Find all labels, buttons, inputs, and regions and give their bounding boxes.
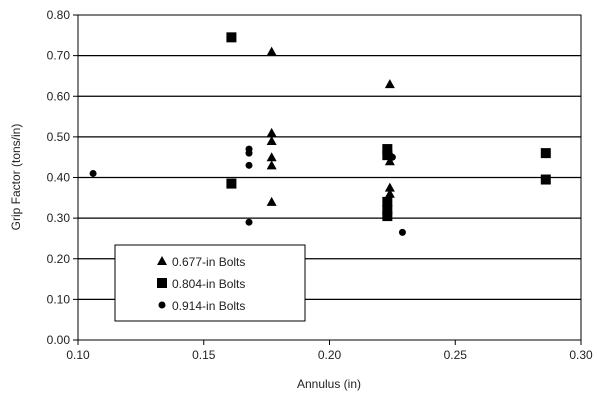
legend-label: 0.804-in Bolts: [172, 277, 245, 291]
data-point-circle: [245, 149, 253, 157]
x-axis-ticks: 0.10 0.15 0.20 0.25 0.30: [66, 340, 593, 362]
data-point-square: [382, 211, 393, 222]
data-point-triangle: [266, 196, 277, 206]
data-point-triangle: [266, 127, 277, 137]
y-axis-title: Grip Factor (tons/in): [9, 124, 23, 231]
data-point-circle: [388, 153, 396, 161]
y-tick-label: 0.10: [47, 292, 71, 306]
y-axis-ticks: 0.00 0.10 0.20 0.30 0.40 0.50 0.60 0.70 0.80: [47, 8, 78, 347]
data-point-square: [382, 205, 393, 215]
data-point-triangle: [384, 156, 395, 166]
x-tick-label: 0.15: [192, 348, 216, 362]
y-tick-label: 0.20: [47, 252, 71, 266]
x-tick-label: 0.25: [444, 348, 468, 362]
data-point-triangle: [384, 188, 395, 198]
legend-marker-triangle: [157, 256, 167, 265]
x-tick-label: 0.30: [569, 348, 593, 362]
data-point-circle: [398, 228, 406, 236]
data-point-triangle: [384, 79, 395, 89]
data-point-triangle: [266, 160, 277, 170]
y-tick-label: 0.00: [47, 333, 71, 347]
x-tick-label: 0.10: [66, 348, 90, 362]
data-points: [89, 32, 551, 236]
legend-marker-square: [157, 278, 167, 288]
y-tick-label: 0.30: [47, 211, 71, 225]
legend-box: [114, 244, 306, 322]
data-point-circle: [245, 161, 253, 169]
y-tick-label: 0.80: [47, 8, 71, 22]
data-point-triangle: [266, 135, 277, 145]
legend-marker-circle: [158, 301, 166, 309]
data-point-square: [382, 144, 393, 155]
data-point-circle: [245, 218, 253, 226]
data-point-square: [382, 196, 393, 207]
legend: 0.677-in Bolts 0.804-in Bolts 0.914-in Bol…: [114, 244, 306, 322]
data-point-square: [382, 150, 393, 161]
y-tick-label: 0.70: [47, 49, 71, 63]
data-point-triangle: [266, 46, 277, 56]
data-point-square: [540, 148, 551, 159]
data-point-square: [540, 174, 551, 185]
y-tick-label: 0.40: [47, 171, 71, 185]
y-tick-label: 0.50: [47, 130, 71, 144]
y-tick-label: 0.60: [47, 89, 71, 103]
data-point-square: [226, 178, 237, 189]
data-point-circle: [89, 169, 97, 177]
data-point-triangle: [384, 182, 395, 192]
legend-label: 0.677-in Bolts: [172, 255, 245, 269]
x-tick-label: 0.20: [318, 348, 342, 362]
data-point-triangle: [266, 152, 277, 162]
data-point-square: [226, 32, 237, 43]
legend-label: 0.914-in Bolts: [172, 299, 245, 313]
x-axis-title: Annulus (in): [297, 377, 361, 391]
